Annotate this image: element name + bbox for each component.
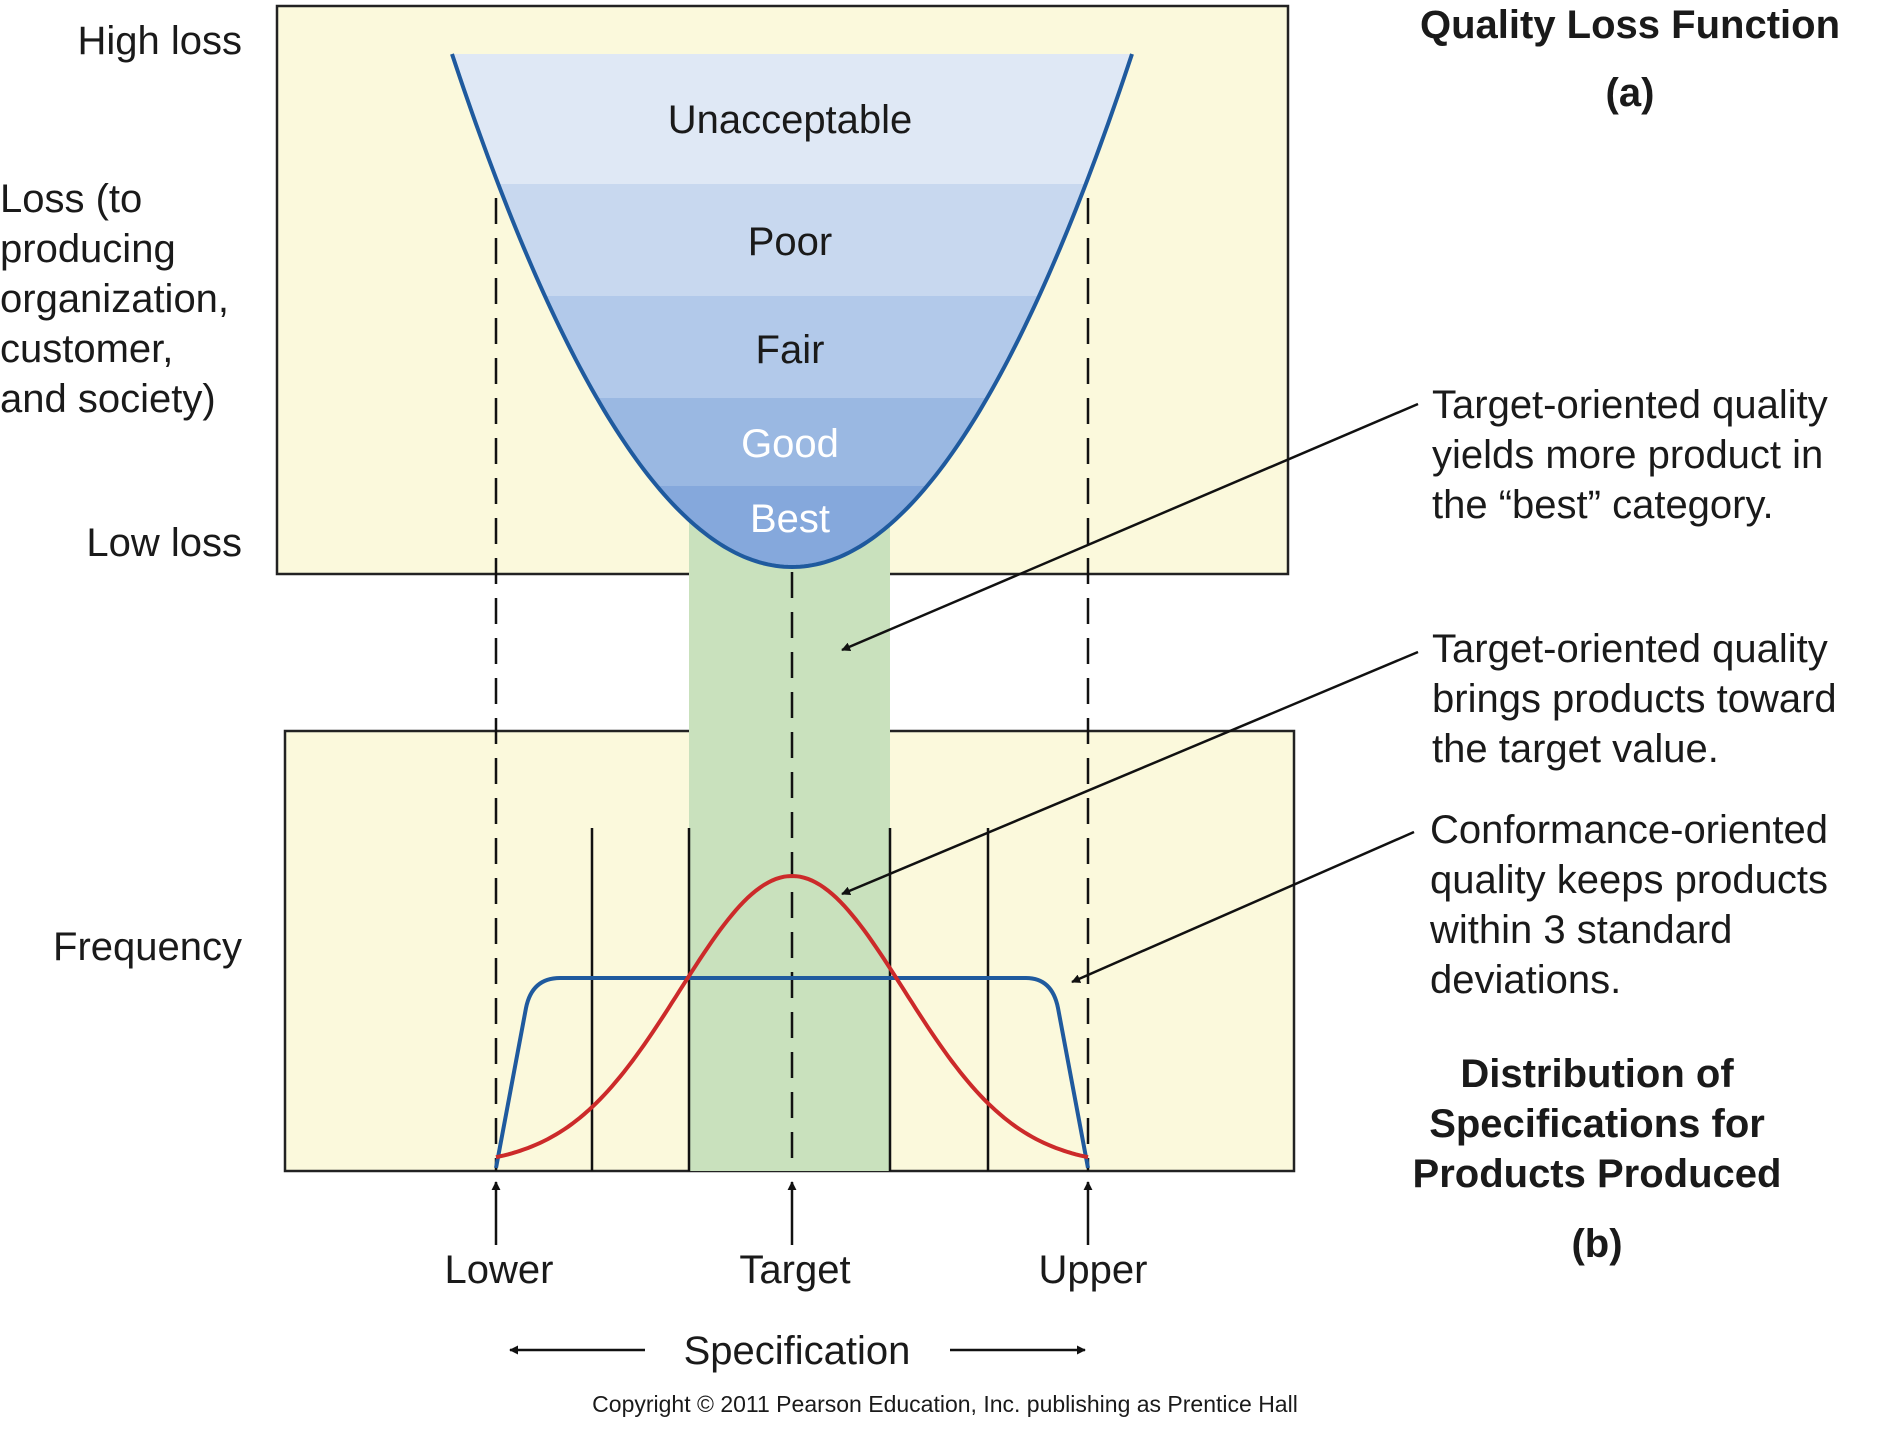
band-poor (452, 184, 1132, 296)
std-dev-lines (590, 828, 990, 1171)
band-label-good: Good (741, 422, 839, 466)
annotation-target-line-3: the target value. (1432, 727, 1719, 771)
annotation-best-pointer (841, 402, 1419, 652)
panel-b-title-line-3: Products Produced (1413, 1152, 1782, 1196)
annotation-best-line-2: yields more product in (1432, 433, 1823, 477)
annotation-conformance-pointer (1071, 830, 1415, 984)
high-loss-label: High loss (77, 19, 242, 63)
annotation-conformance-line-1: Conformance-oriented (1430, 808, 1828, 852)
annotation-conformance-line-4: deviations. (1430, 958, 1621, 1002)
specification-label: Specification (684, 1329, 911, 1373)
loss-axis-line-1: Loss (to (0, 177, 142, 221)
loss-axis-line-3: organization, (0, 277, 229, 321)
band-label-unacceptable: Unacceptable (668, 98, 913, 142)
loss-axis-label: Loss (to producing organization, custome… (0, 177, 229, 421)
lower-spec-label: Lower (445, 1248, 554, 1292)
band-label-poor: Poor (748, 220, 833, 264)
panel-b-title-line-2: Specifications for (1429, 1102, 1765, 1146)
best-category-band (689, 500, 890, 1171)
annotation-target-line-2: brings products toward (1432, 677, 1837, 721)
panel-a-title: Quality Loss Function (1420, 3, 1840, 47)
band-unacceptable (452, 54, 1132, 184)
band-label-best: Best (750, 497, 830, 541)
panel-b-tag: (b) (1571, 1222, 1622, 1266)
loss-axis-line-4: customer, (0, 327, 173, 371)
loss-axis-line-5: and society) (0, 377, 216, 421)
annotation-conformance: Conformance-oriented quality keeps produ… (1429, 808, 1828, 1002)
annotation-target-line-1: Target-oriented quality (1432, 627, 1828, 671)
conformance-distribution-curve (494, 976, 1090, 1169)
low-loss-label: Low loss (86, 521, 242, 565)
annotation-conformance-line-2: quality keeps products (1430, 858, 1828, 902)
band-label-fair: Fair (756, 328, 825, 372)
frequency-label: Frequency (53, 925, 242, 969)
target-spec-label: Target (739, 1248, 850, 1292)
panel-b-title-line-1: Distribution of (1460, 1052, 1734, 1096)
copyright-notice: Copyright © 2011 Pearson Education, Inc.… (592, 1391, 1298, 1417)
panel-a-tag: (a) (1606, 71, 1655, 115)
upper-spec-label: Upper (1039, 1248, 1148, 1292)
target-distribution-curve (495, 873, 1089, 1160)
annotation-toward-target: Target-oriented quality brings products … (1432, 627, 1837, 771)
annotation-best-line-3: the “best” category. (1432, 483, 1774, 527)
annotation-target-pointer (841, 650, 1419, 896)
annotation-best-category: Target-oriented quality yields more prod… (1432, 383, 1828, 527)
annotation-conformance-line-3: within 3 standard (1429, 908, 1732, 952)
annotation-best-line-1: Target-oriented quality (1432, 383, 1828, 427)
quality-loss-curve (450, 53, 1134, 570)
loss-axis-line-2: producing (0, 227, 176, 271)
